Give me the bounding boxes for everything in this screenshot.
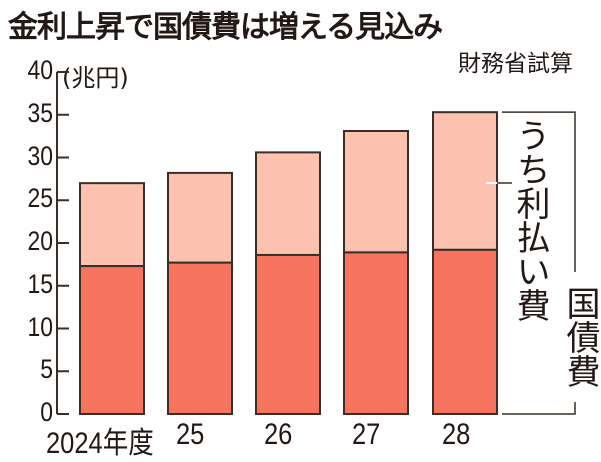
x-tick-label: 25 [176, 418, 205, 451]
x-tick-label: 2024年度 [46, 427, 154, 460]
y-tick-label: 10 [27, 311, 53, 342]
y-axis [56, 71, 69, 415]
legend-total-label: 国債費 [560, 286, 600, 388]
x-tick-label: 26 [264, 418, 293, 451]
chart-title: 金利上昇で国債費は増える見込み [8, 10, 443, 45]
bar-0 [79, 182, 145, 415]
y-tick-label: 30 [27, 140, 53, 171]
x-tick-label: 28 [442, 418, 471, 451]
y-axis-unit: (兆円) [62, 64, 129, 92]
y-tick-label: 25 [27, 183, 53, 214]
y-tick-label: 0 [40, 397, 53, 427]
legend-interest-label: うち利払い費 [510, 118, 550, 322]
bar-3 [343, 129, 409, 415]
bar-2 [255, 151, 321, 415]
y-tick-label: 5 [40, 354, 53, 385]
x-tick-label: 27 [352, 418, 381, 451]
bar-1 [167, 171, 233, 416]
series-brackets [486, 111, 576, 415]
y-tick-label: 20 [27, 226, 53, 256]
y-tick-label: 15 [27, 268, 53, 299]
bar-group [79, 111, 498, 416]
bar-4 [432, 111, 498, 415]
y-tick-label: 40 [27, 55, 53, 85]
y-tick-label: 35 [27, 97, 53, 128]
source-note: 財務省試算 [458, 51, 573, 77]
